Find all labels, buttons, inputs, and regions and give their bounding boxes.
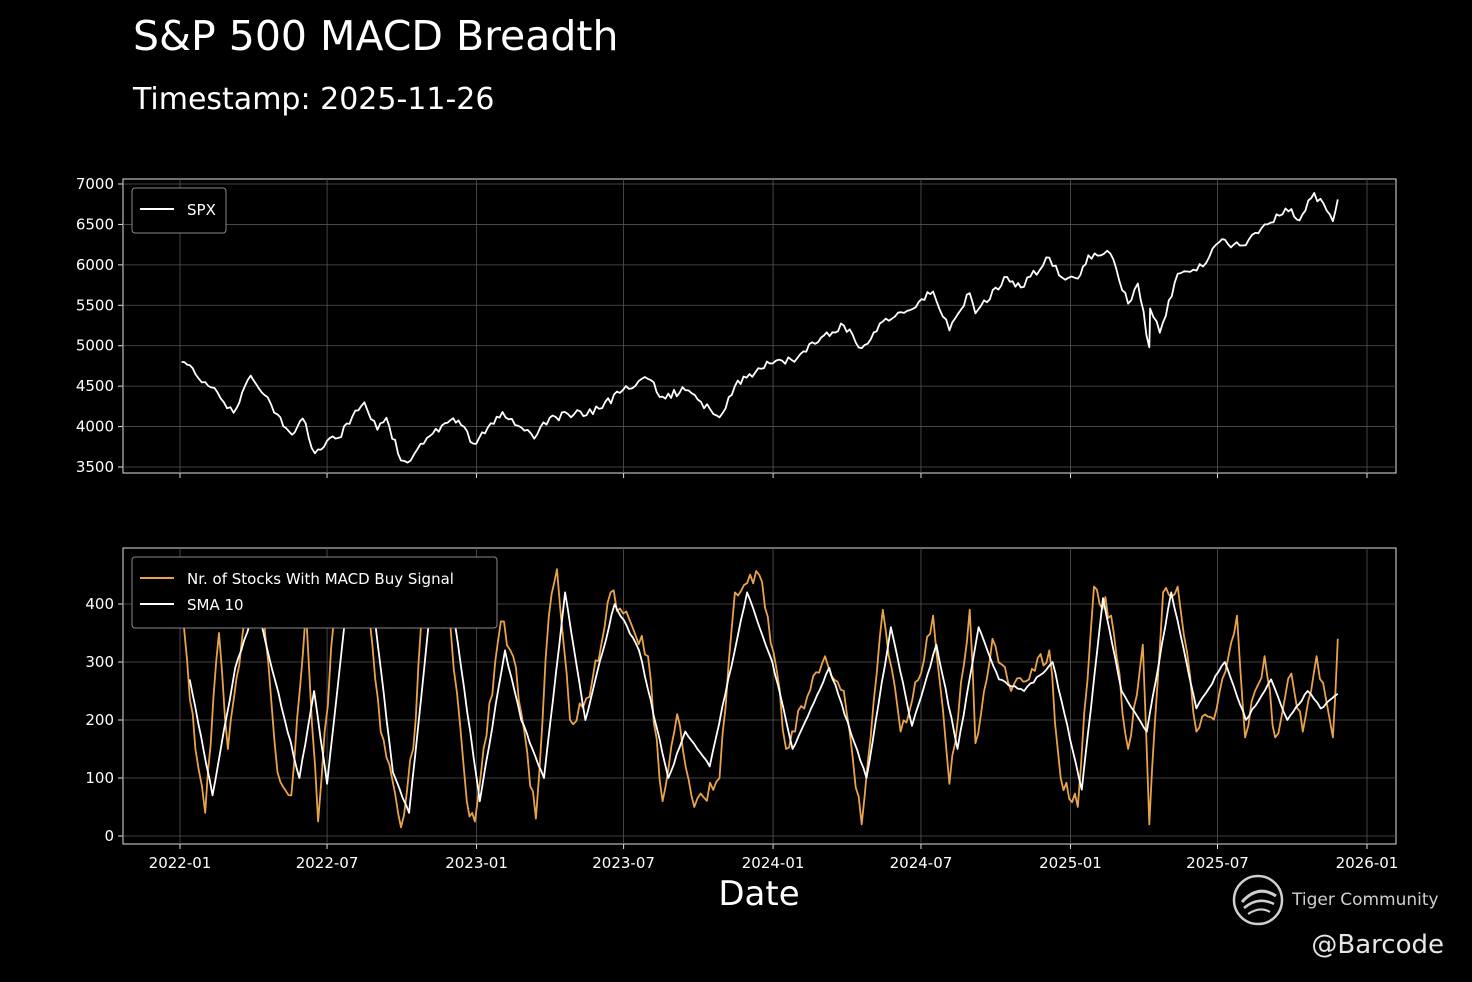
y-tick-label: 4000 bbox=[76, 418, 114, 436]
x-tick-label: 2023-01 bbox=[445, 854, 508, 872]
y-tick-label: 4500 bbox=[76, 377, 114, 395]
x-tick-label: 2024-07 bbox=[890, 854, 953, 872]
chart-subtitle: Timestamp: 2025-11-26 bbox=[133, 82, 495, 117]
tiger-logo-icon bbox=[1232, 874, 1284, 926]
x-tick-label: 2026-01 bbox=[1336, 854, 1399, 872]
y-tick-label: 0 bbox=[104, 827, 114, 845]
spx-panel: 3500 4000 4500 5000 5500 6000 6500 7000 SPX bbox=[76, 175, 1397, 478]
macd-buy-signal-line bbox=[180, 568, 1339, 829]
x-tick-label: 2025-07 bbox=[1186, 854, 1249, 872]
plot-frame bbox=[122, 178, 1397, 474]
x-tick-label: 2025-01 bbox=[1039, 854, 1102, 872]
tiger-community-watermark: Tiger Community bbox=[1232, 872, 1462, 928]
spx-line bbox=[181, 192, 1339, 464]
y-tick-label: 5500 bbox=[76, 296, 114, 314]
legend-label: SPX bbox=[187, 201, 216, 219]
y-tick-label: 6000 bbox=[76, 256, 114, 274]
y-tick-label: 200 bbox=[85, 711, 114, 729]
y-tick-label: 3500 bbox=[76, 458, 114, 476]
y-tick-label: 300 bbox=[85, 653, 114, 671]
x-tick-label: 2024-01 bbox=[742, 854, 805, 872]
x-tick-label: 2022-01 bbox=[149, 854, 212, 872]
legend-box bbox=[131, 556, 498, 629]
y-tick-label: 5000 bbox=[76, 337, 114, 355]
sma10-line bbox=[188, 591, 1339, 814]
x-tick-label: 2023-07 bbox=[592, 854, 655, 872]
breadth-panel: 0 100 200 300 400 2022-01 2022-07 2023-01 2023-0… bbox=[85, 547, 1399, 872]
legend-label: Nr. of Stocks With MACD Buy Signal bbox=[187, 570, 454, 588]
x-axis-label: Date bbox=[718, 874, 799, 914]
author-handle: @Barcode bbox=[1311, 930, 1444, 960]
y-tick-label: 7000 bbox=[76, 175, 114, 193]
y-tick-label: 100 bbox=[85, 769, 114, 787]
brand-name: Tiger Community bbox=[1292, 890, 1439, 910]
y-tick-label: 400 bbox=[85, 595, 114, 613]
y-tick-label: 6500 bbox=[76, 215, 114, 233]
legend-box bbox=[131, 187, 227, 234]
legend-label: SMA 10 bbox=[187, 596, 244, 614]
x-tick-label: 2022-07 bbox=[296, 854, 359, 872]
chart-title: S&P 500 MACD Breadth bbox=[133, 12, 619, 60]
